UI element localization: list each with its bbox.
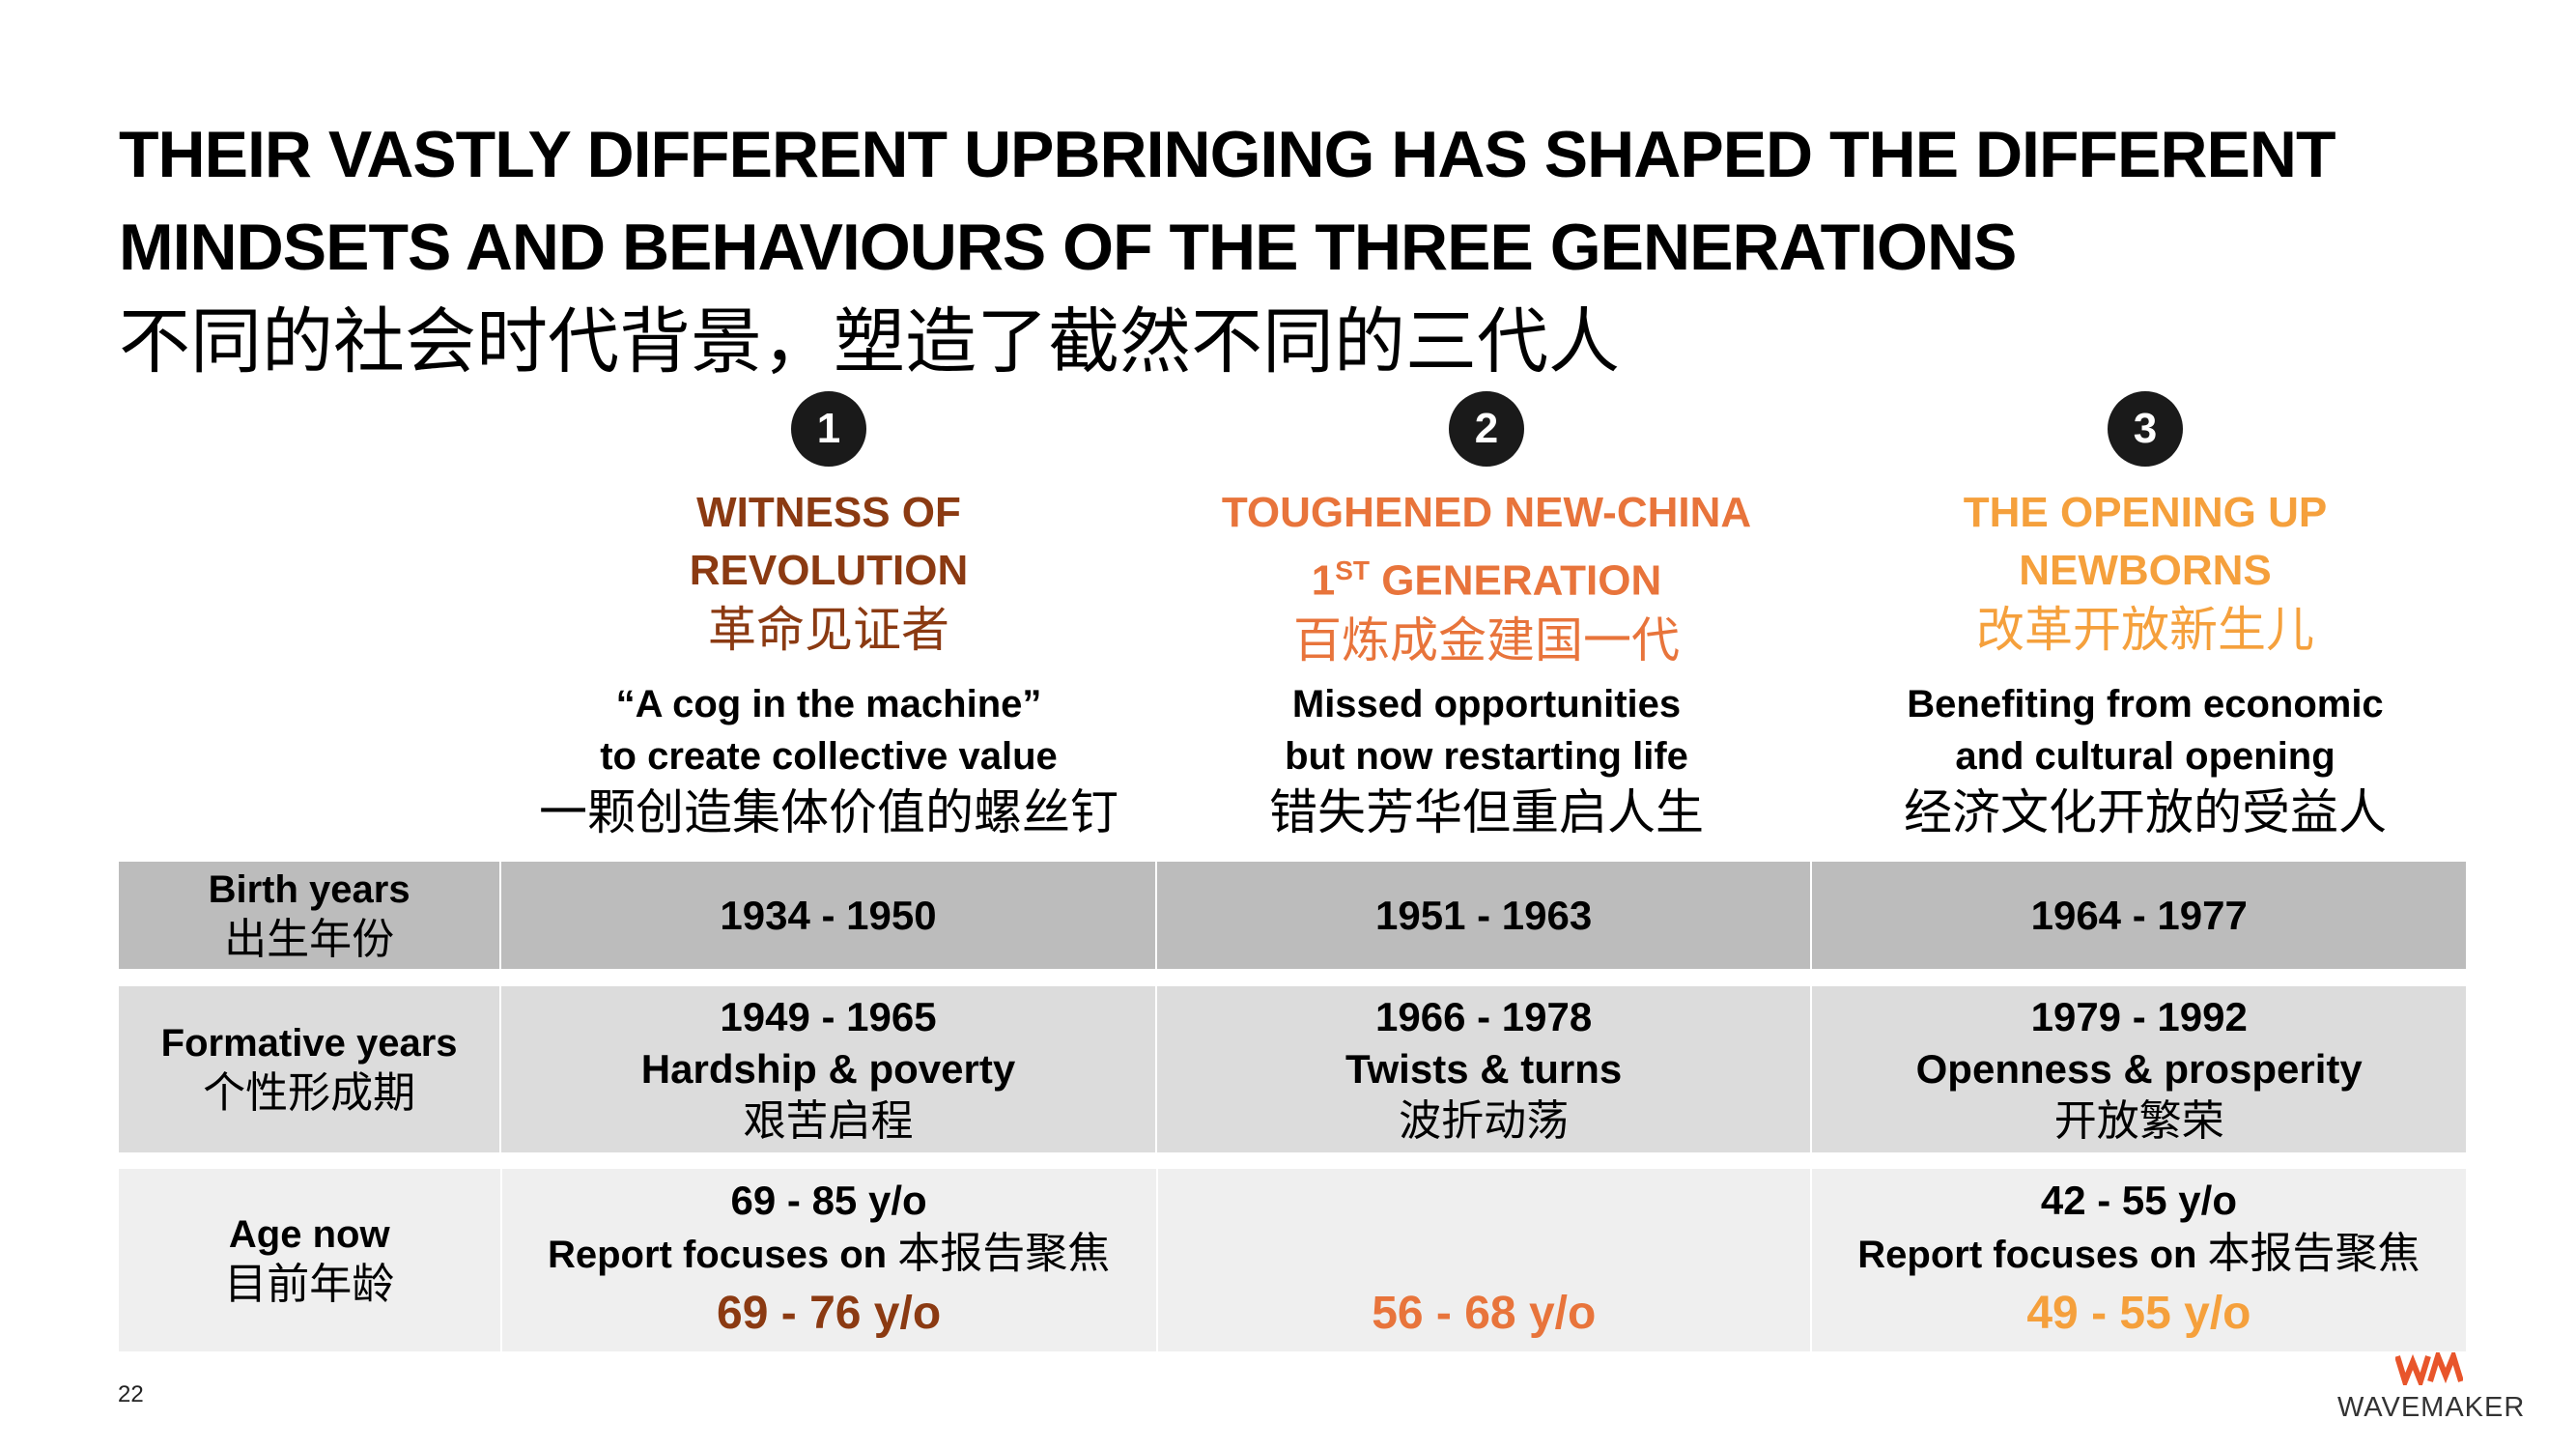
generation-1-desc-zh: 一颗创造集体价值的螺丝钉 [539,784,1118,840]
formative-years-label: Formative years 个性形成期 [119,986,499,1152]
generation-2-header: 2 TOUGHENED NEW-CHINA 1ST GENERATION 百炼成… [1158,391,1815,670]
generation-3-desc-line-2: and cultural opening [1955,735,2335,778]
slide-title: THEIR VASTLY DIFFERENT UPBRINGING HAS SH… [119,108,2476,390]
generation-1-header: 1 WITNESS OF REVOLUTION 革命见证者 [500,391,1157,660]
age-now-cell-3: 42 - 55 y/o Report focuses on 本报告聚焦 49 -… [1809,1169,2466,1351]
birth-years-cell-1: 1934 - 1950 [499,862,1155,969]
generation-1-number-badge: 1 [791,391,866,467]
title-en-line-2: MINDSETS AND BEHAVIOURS OF THE THREE GEN… [119,211,2017,284]
formative-years-desc-zh-1: 艰苦启程 [743,1096,914,1146]
title-zh: 不同的社会时代背景，塑造了截然不同的三代人 [119,300,1620,384]
age-range-3: 42 - 55 y/o [2040,1178,2237,1223]
formative-years-value-3: 1979 - 1992 [2030,994,2248,1039]
logo-text: WAVEMAKER [2337,1392,2526,1423]
generation-2-title: TOUGHENED NEW-CHINA 1ST GENERATION [1158,484,1815,611]
birth-years-label-en: Birth years [208,867,410,911]
birth-years-label-zh: 出生年份 [224,914,395,964]
generation-3-title-line-2: NEWBORNS [2019,547,2272,594]
formative-years-desc-1: Hardship & poverty [640,1046,1016,1092]
age-now-label-zh: 目前年龄 [224,1259,395,1309]
age-focus-2: 56 - 68 y/o [1372,1288,1597,1339]
report-focus-zh-3: 本报告聚焦 [2207,1229,2420,1278]
generation-2-description: Missed opportunities but now restarting … [1158,678,1815,842]
formative-years-desc-zh-2: 波折动荡 [1399,1096,1570,1146]
generation-1-desc-line-1: “A cog in the machine” [615,683,1042,725]
title-en-line-1: THEIR VASTLY DIFFERENT UPBRINGING HAS SH… [119,118,2335,191]
formative-years-value-2: 1966 - 1978 [1375,994,1593,1039]
generation-2-title-line-2-rest: GENERATION [1369,556,1662,605]
generation-3-title-line-1: THE OPENING UP [1963,489,2328,536]
generation-2-title-line-2: 1ST GENERATION [1158,542,1815,611]
birth-years-cell-2: 1951 - 1963 [1154,862,1811,969]
formative-years-value-1: 1949 - 1965 [720,994,937,1039]
formative-years-label-zh: 个性形成期 [203,1068,416,1118]
formative-years-cell-3: 1979 - 1992 Openness & prosperity 开放繁荣 [1810,986,2466,1152]
generation-1-title: WITNESS OF REVOLUTION [500,484,1157,600]
generation-2-title-line-1: TOUGHENED NEW-CHINA [1221,489,1752,536]
report-focus-en-1: Report focuses on [547,1234,898,1276]
wm-monogram-icon [2394,1347,2464,1391]
generation-2-ordinal-suffix: ST [1335,555,1370,585]
generation-1-desc-line-2: to create collective value [600,735,1058,778]
generation-2-desc-line-1: Missed opportunities [1291,683,1682,725]
generation-3-title-zh: 改革开放新生儿 [1976,602,2314,658]
report-focus-zh-1: 本报告聚焦 [897,1229,1111,1278]
age-range-1: 69 - 85 y/o [730,1178,927,1223]
generation-2-desc-line-2: but now restarting life [1285,735,1688,778]
page-number: 22 [118,1381,144,1407]
generation-3-desc-zh: 经济文化开放的受益人 [1904,784,2387,840]
formative-years-cell-2: 1966 - 1978 Twists & turns 波折动荡 [1154,986,1811,1152]
generation-3-title: THE OPENING UP NEWBORNS [1817,484,2474,600]
generation-2-number-badge: 2 [1449,391,1524,467]
birth-years-value-1: 1934 - 1950 [720,892,937,938]
formative-years-desc-3: Openness & prosperity [1915,1046,2363,1092]
generation-2-desc-zh: 错失芳华但重启人生 [1269,784,1704,840]
formative-years-desc-2: Twists & turns [1345,1046,1623,1092]
birth-years-value-3: 1964 - 1977 [2030,892,2248,938]
age-now-cell-1: 69 - 85 y/o Report focuses on 本报告聚焦 69 -… [499,1169,1156,1351]
generation-1-title-line-1: WITNESS OF [696,489,961,536]
age-now-cell-2: 56 - 68 y/o [1155,1169,1810,1351]
birth-years-label: Birth years 出生年份 [119,862,499,969]
age-now-label: Age now 目前年龄 [119,1169,500,1351]
wavemaker-logo: WAVEMAKER [2337,1347,2526,1424]
birth-years-value-2: 1951 - 1963 [1375,892,1593,938]
generation-3-header: 3 THE OPENING UP NEWBORNS 改革开放新生儿 [1817,391,2474,660]
formative-years-row: Formative years 个性形成期 1949 - 1965 Hardsh… [119,986,2466,1152]
formative-years-label-en: Formative years [160,1022,458,1065]
generation-3-description: Benefiting from economic and cultural op… [1817,678,2474,842]
age-now-label-en: Age now [228,1212,390,1256]
formative-years-desc-zh-3: 开放繁荣 [2053,1096,2224,1146]
generation-3-desc-line-1: Benefiting from economic [1907,683,2384,725]
report-focus-en-3: Report focuses on [1857,1234,2208,1276]
age-now-row: Age now 目前年龄 69 - 85 y/o Report focuses … [119,1169,2466,1351]
age-focus-1: 69 - 76 y/o [717,1288,942,1339]
generation-2-ordinal: 1 [1311,556,1336,605]
age-focus-3: 49 - 55 y/o [2026,1288,2251,1339]
formative-years-cell-1: 1949 - 1965 Hardship & poverty 艰苦启程 [499,986,1155,1152]
generation-1-title-zh: 革命见证者 [708,602,949,658]
birth-years-row: Birth years 出生年份 1934 - 1950 1951 - 1963… [119,862,2466,969]
report-focus-3: Report focuses on 本报告聚焦 [1857,1227,2420,1282]
report-focus-1: Report focuses on 本报告聚焦 [548,1227,1110,1282]
generation-1-title-line-2: REVOLUTION [689,547,969,594]
generation-3-number-badge: 3 [2108,391,2183,467]
birth-years-cell-3: 1964 - 1977 [1810,862,2466,969]
generation-2-title-zh: 百炼成金建国一代 [1293,611,1680,668]
generation-1-description: “A cog in the machine” to create collect… [500,678,1157,842]
